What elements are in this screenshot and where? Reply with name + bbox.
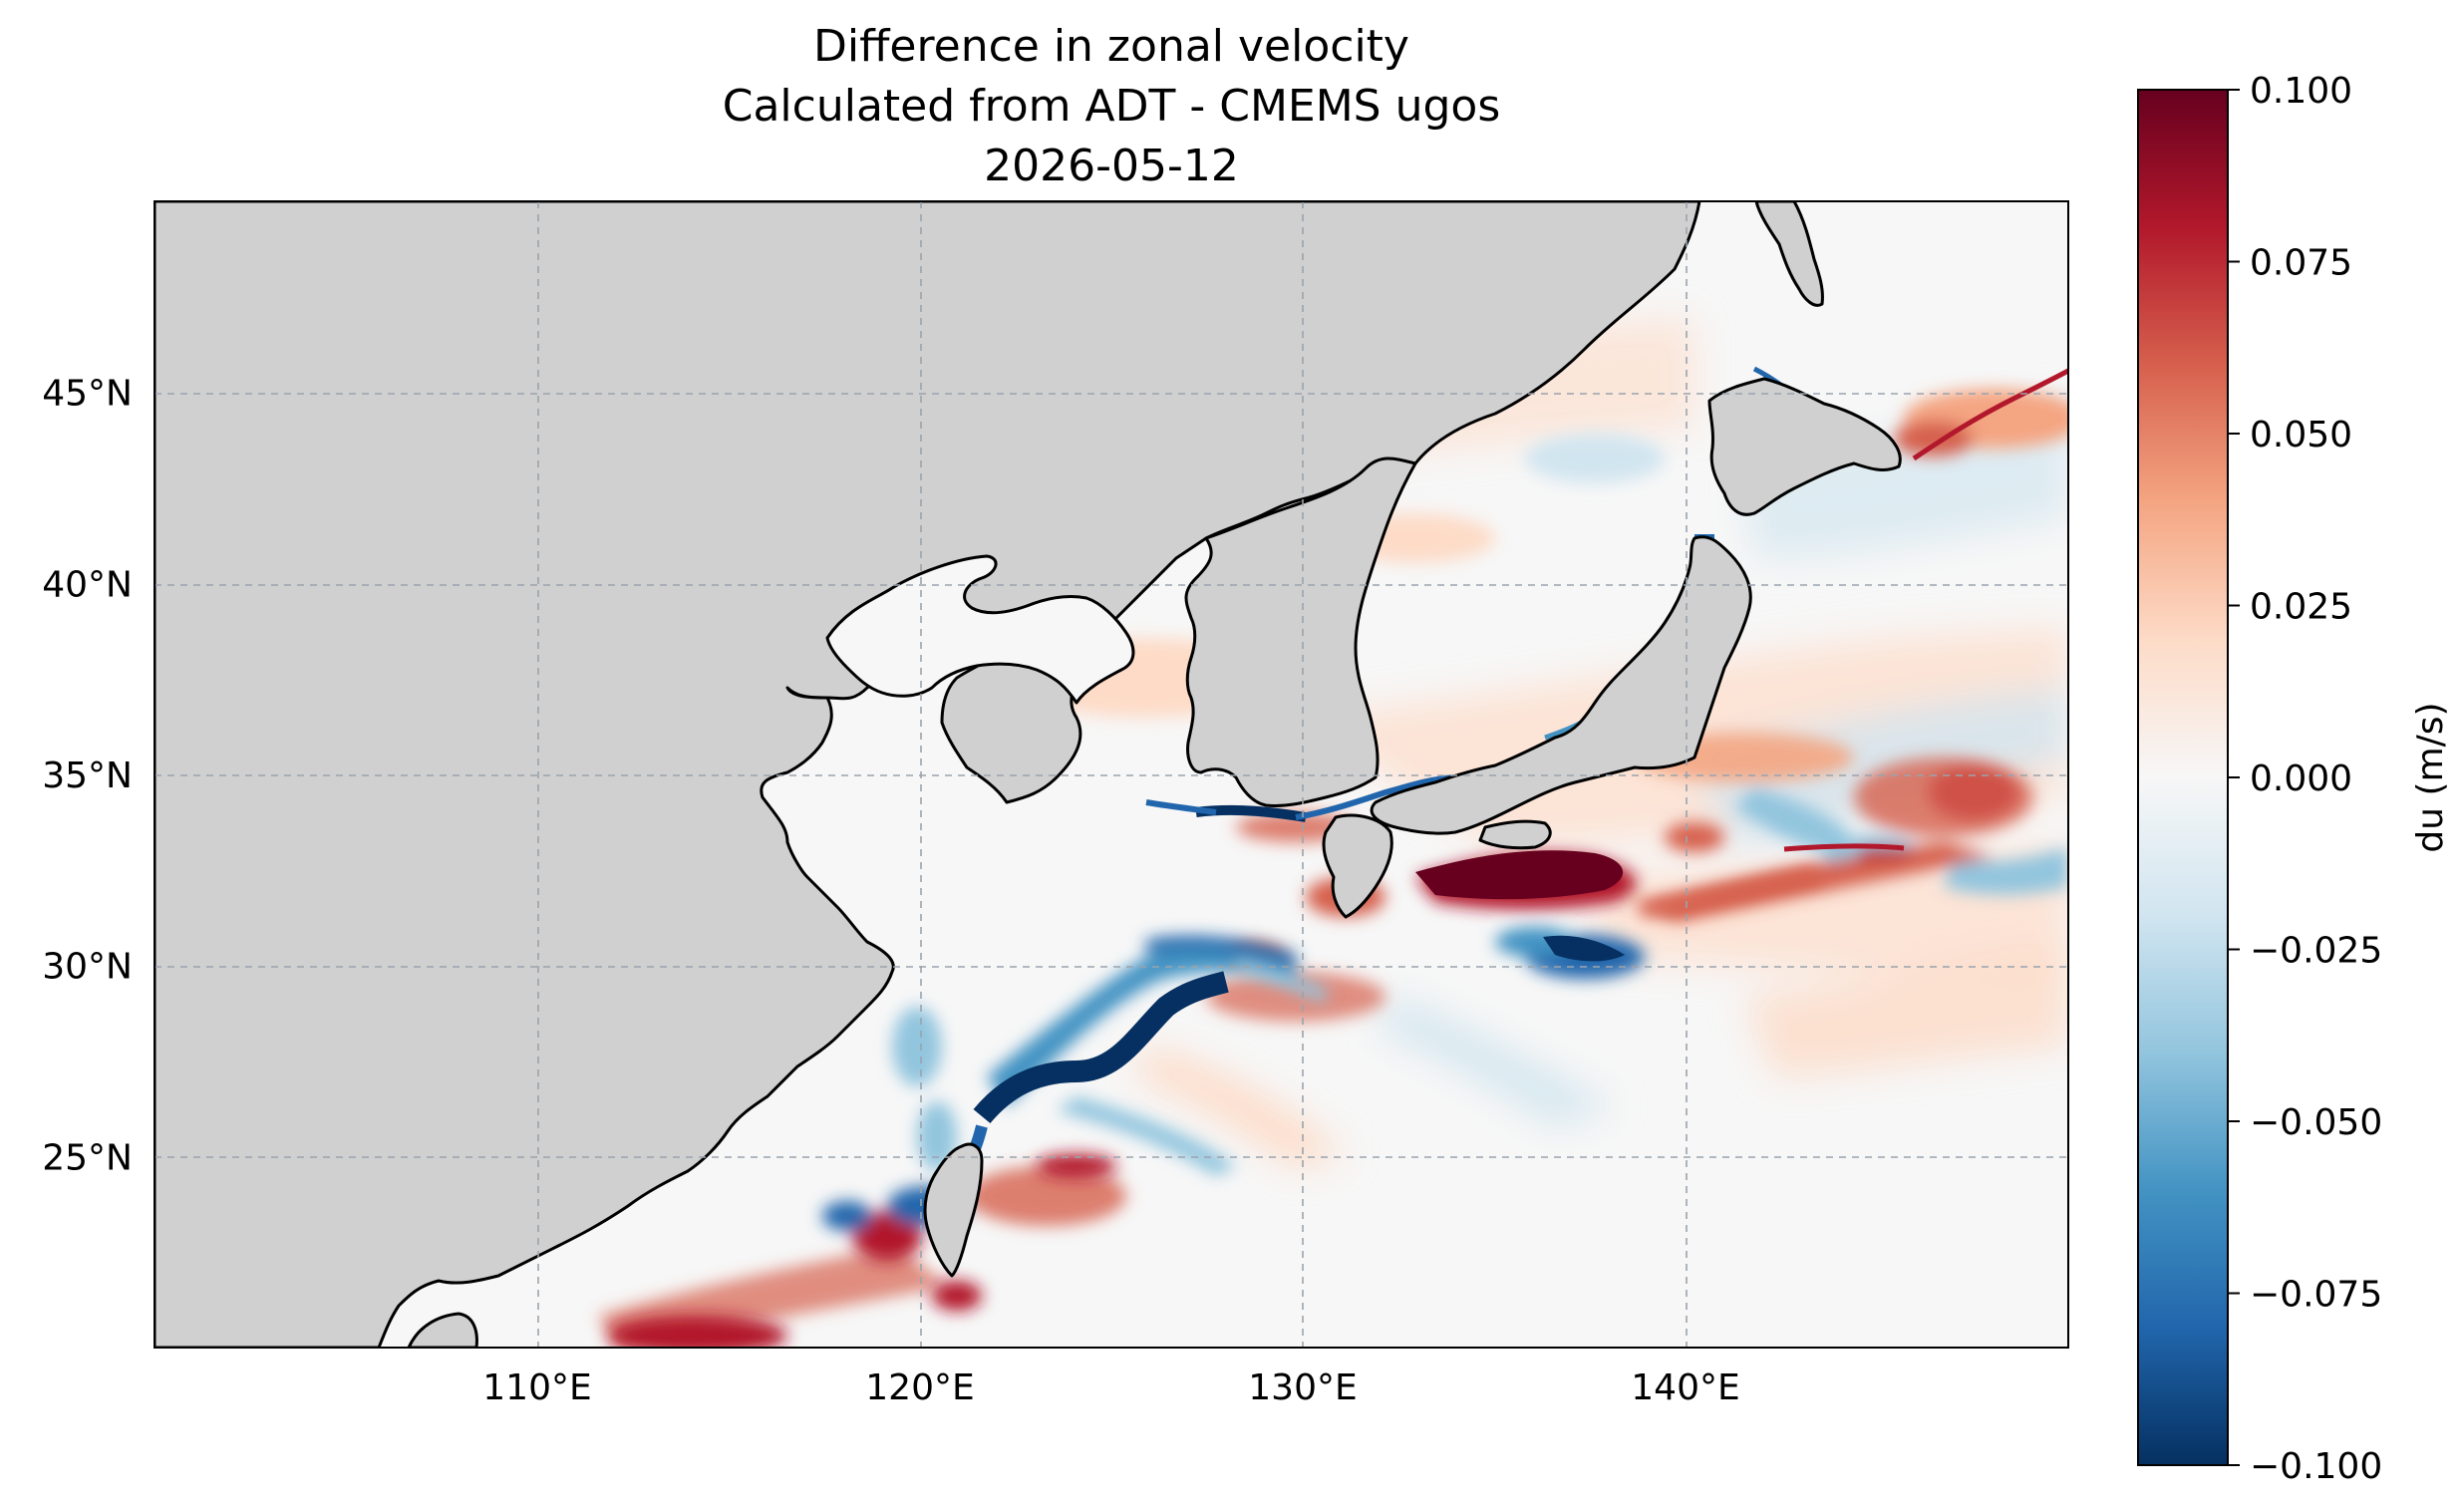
- x-tick-label: 110°E: [482, 1367, 591, 1408]
- x-tick-labels: 110°E 120°E 130°E 140°E: [482, 1367, 1739, 1408]
- colorbar-tick-label: 0.025: [2250, 587, 2352, 628]
- colorbar-tick-label: 0.075: [2250, 243, 2352, 284]
- colorbar-label: du (m/s): [2410, 702, 2451, 852]
- y-tick-labels: 25°N 30°N 35°N 40°N 45°N: [42, 374, 133, 1179]
- x-tick-label: 140°E: [1631, 1367, 1739, 1408]
- y-tick-label: 40°N: [42, 564, 133, 605]
- y-tick-label: 45°N: [42, 374, 133, 415]
- colorbar: [2137, 89, 2229, 1466]
- title-line-3: 2026-05-12: [984, 141, 1239, 191]
- y-tick-label: 25°N: [42, 1137, 133, 1178]
- map-area: [154, 201, 2068, 1348]
- x-tick-label: 130°E: [1248, 1367, 1357, 1408]
- colorbar-tick-label: 0.000: [2250, 758, 2352, 799]
- y-tick-label: 30°N: [42, 947, 133, 988]
- colorbar-ticks: 0.100 0.075 0.050 0.025 0.000 −0.025 −0.050 −0.…: [2228, 71, 2382, 1487]
- gridlines: [154, 201, 2068, 1348]
- colorbar-tick-label: −0.025: [2250, 931, 2382, 972]
- colorbar-tick-label: −0.050: [2250, 1102, 2382, 1143]
- title-line-1: Difference in zonal velocity: [813, 21, 1409, 72]
- title-line-2: Calculated from ADT - CMEMS ugos: [722, 81, 1501, 132]
- map-frame: [154, 200, 2069, 1349]
- colorbar-tick-label: −0.100: [2250, 1446, 2382, 1487]
- colorbar-tick-label: −0.075: [2250, 1275, 2382, 1316]
- colorbar-tick-label: 0.100: [2250, 71, 2352, 112]
- y-tick-label: 35°N: [42, 756, 133, 796]
- colorbar-tick-label: 0.050: [2250, 415, 2352, 455]
- land: [154, 201, 1902, 1348]
- x-tick-label: 120°E: [865, 1367, 974, 1408]
